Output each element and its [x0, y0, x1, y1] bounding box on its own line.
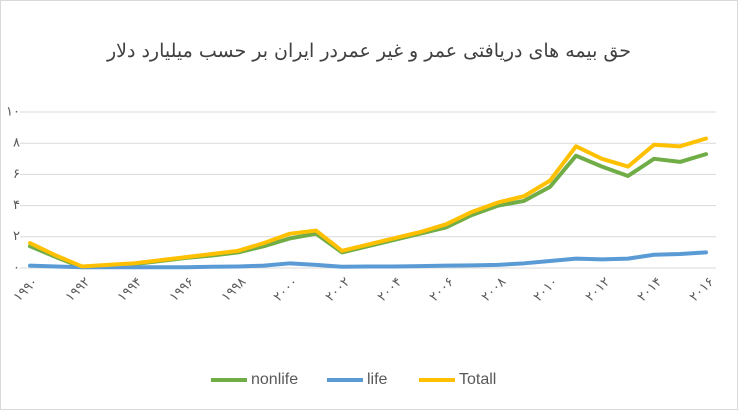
legend-label: nonlife: [251, 371, 298, 388]
series-line: [28, 136, 708, 269]
legend-label: Totall: [459, 371, 496, 388]
y-tick-label: ۰: [13, 259, 20, 274]
y-tick-label: ۸: [13, 135, 20, 150]
y-tick-label: ۶: [13, 166, 20, 181]
y-tick-label: ۱۰: [6, 103, 20, 118]
series-line: [28, 250, 708, 270]
y-tick-label: ۴: [13, 197, 20, 212]
y-tick-label: ۲: [13, 228, 20, 243]
chart-title: حق بیمه های دریافتی عمر و غیر عمردر ایرا…: [106, 40, 631, 62]
legend-label: life: [367, 371, 388, 388]
